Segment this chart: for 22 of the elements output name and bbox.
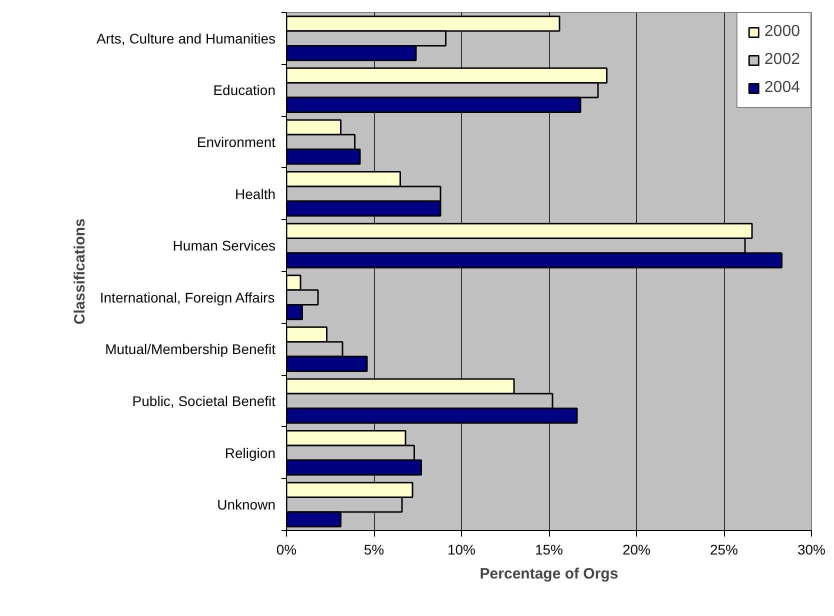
y-tick-label: Public, Societal Benefit bbox=[132, 393, 276, 409]
y-tick-label: Education bbox=[213, 82, 276, 98]
y-tick-label: Unknown bbox=[217, 496, 276, 513]
legend-label: 2000 bbox=[764, 23, 800, 41]
legend-label: 2004 bbox=[764, 79, 800, 97]
x-axis-title: Percentage of Orgs bbox=[480, 566, 618, 582]
y-tick-label: International, Foreign Affairs bbox=[100, 289, 275, 306]
y-tick-label: Environment bbox=[196, 134, 276, 150]
x-tick-label: 15% bbox=[534, 542, 564, 558]
y-tick-label: Arts, Culture and Humanities bbox=[96, 30, 276, 46]
y-axis-title: Classifications bbox=[72, 218, 89, 324]
x-tick-label: 20% bbox=[622, 542, 651, 558]
x-tick-label: 5% bbox=[364, 542, 384, 558]
y-tick-label: Human Services bbox=[172, 238, 276, 254]
y-tick-label: Religion bbox=[224, 444, 276, 461]
y-tick-label: Mutual/Membership Benefit bbox=[105, 341, 276, 358]
x-tick-label: 30% bbox=[797, 542, 826, 558]
x-tick-label: 25% bbox=[710, 542, 738, 558]
x-tick-label: 10% bbox=[447, 542, 476, 558]
y-tick-label: Health bbox=[235, 186, 276, 202]
x-tick-label: 0% bbox=[276, 542, 297, 558]
legend-label: 2002 bbox=[764, 51, 800, 69]
